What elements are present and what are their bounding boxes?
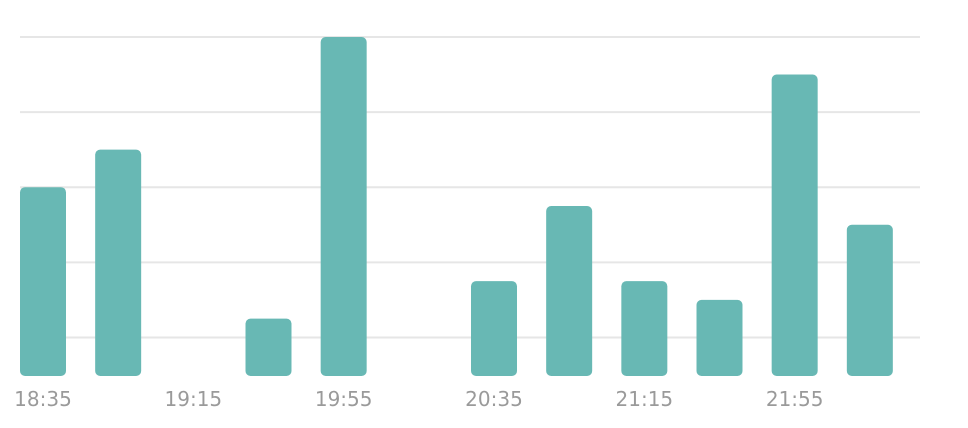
x-tick-label: 21:15 — [616, 387, 674, 411]
x-tick-label: 20:35 — [465, 387, 523, 411]
bar — [696, 299, 743, 376]
bar — [95, 149, 142, 376]
x-tick-label: 19:55 — [315, 387, 373, 411]
gridlines — [20, 36, 920, 339]
x-axis-tick-labels: 18:35 19:15 19:55 20:35 21:15 21:55 — [14, 387, 823, 411]
bar — [621, 281, 668, 376]
bar — [20, 187, 66, 376]
x-tick-label: 21:55 — [766, 387, 824, 411]
bar — [245, 318, 292, 376]
bar — [771, 74, 818, 377]
bar — [846, 224, 893, 376]
x-tick-label: 19:15 — [165, 387, 223, 411]
bar — [320, 37, 367, 376]
x-tick-label: 18:35 — [14, 387, 72, 411]
bars — [20, 37, 893, 377]
bar — [471, 281, 517, 376]
bar — [546, 206, 593, 376]
